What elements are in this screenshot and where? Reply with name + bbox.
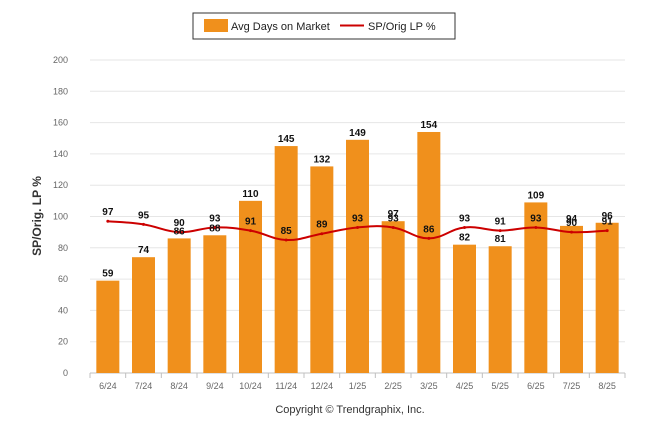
y-tick-label: 60: [58, 274, 68, 284]
line-value-label: 93: [530, 213, 542, 224]
y-tick-label: 200: [53, 55, 68, 65]
y-tick-label: 140: [53, 149, 68, 159]
line-value-label: 97: [102, 207, 114, 218]
bar[interactable]: [381, 221, 405, 373]
data-labels: 59 74 86 88 110 145 132 149 97 154 82 81 109 94 96 97 95…: [102, 120, 613, 280]
line-value-label: 89: [316, 220, 328, 231]
bar[interactable]: [524, 202, 548, 373]
y-tick-label: 20: [58, 337, 68, 347]
bar[interactable]: [274, 146, 298, 373]
line-point[interactable]: [605, 229, 609, 233]
bar-value-label: 96: [602, 211, 614, 222]
line-point[interactable]: [534, 225, 538, 229]
bar[interactable]: [453, 244, 476, 373]
y-tick-label: 180: [53, 86, 68, 96]
line-point[interactable]: [106, 219, 110, 223]
bar[interactable]: [167, 238, 191, 373]
x-tick-label: 5/25: [491, 381, 509, 391]
line-series-sp-orig-lp: [106, 219, 609, 242]
line-value-label: 90: [174, 218, 186, 229]
bar[interactable]: [203, 235, 227, 373]
line-value-label: 91: [495, 217, 507, 228]
line-value-label: 93: [388, 213, 400, 224]
bar[interactable]: [310, 166, 334, 373]
bar-value-label: 94: [566, 214, 578, 225]
x-tick-label: 8/25: [598, 381, 616, 391]
y-tick-label: 0: [63, 368, 68, 378]
line-point[interactable]: [498, 229, 502, 233]
x-tick-label: 9/24: [206, 381, 224, 391]
line-point[interactable]: [284, 238, 288, 242]
line-value-label: 95: [138, 210, 150, 221]
line-point[interactable]: [249, 229, 252, 233]
x-tick-label: 7/25: [563, 381, 581, 391]
x-tick-label: 1/25: [349, 381, 367, 391]
line-point[interactable]: [391, 225, 395, 229]
line-point[interactable]: [570, 230, 573, 234]
legend-bar-swatch[interactable]: [204, 19, 228, 32]
x-tick-label: 6/25: [527, 381, 545, 391]
bar-value-label: 82: [459, 233, 471, 244]
x-tick-label: 4/25: [456, 381, 474, 391]
bar[interactable]: [417, 131, 441, 373]
y-axis-title: SP/Orig. LP %: [30, 176, 44, 256]
bar[interactable]: [346, 139, 369, 373]
line-value-label: 86: [423, 224, 435, 235]
y-tick-label: 120: [53, 180, 68, 190]
legend: Avg Days on Market SP/Orig LP %: [192, 12, 456, 40]
legend-box: [192, 12, 456, 40]
line-value-label: 93: [459, 213, 471, 224]
x-tick-label: 10/24: [239, 381, 262, 391]
bar-value-label: 149: [349, 128, 366, 139]
bar-series-avg-days-on-market: [96, 131, 619, 373]
line-point[interactable]: [356, 225, 359, 229]
x-tick-label: 12/24: [311, 381, 334, 391]
line-point[interactable]: [427, 236, 431, 240]
bar[interactable]: [488, 246, 512, 373]
line-value-label: 93: [209, 213, 221, 224]
legend-label-sp-orig-lp[interactable]: SP/Orig LP %: [368, 21, 436, 33]
line-value-label: 85: [281, 226, 293, 237]
copyright-credit: Copyright © Trendgraphix, Inc.: [275, 404, 424, 416]
bar-value-label: 97: [388, 209, 400, 220]
line-value-label: 93: [352, 213, 364, 224]
bar-value-label: 59: [102, 269, 114, 280]
x-tick-label: 3/25: [420, 381, 438, 391]
bar-value-label: 74: [138, 245, 150, 256]
bar-value-label: 132: [313, 154, 330, 165]
line-point[interactable]: [142, 222, 145, 226]
bar[interactable]: [96, 280, 120, 373]
bar-value-label: 109: [527, 190, 544, 201]
bar-value-label: 145: [278, 134, 295, 145]
legend-label-avg-days-on-market[interactable]: Avg Days on Market: [231, 21, 330, 33]
line-value-label: 91: [245, 217, 257, 228]
y-tick-label: 40: [58, 305, 68, 315]
bar-value-label: 154: [420, 120, 437, 131]
x-tick-label: 6/24: [99, 381, 117, 391]
bar[interactable]: [595, 222, 619, 373]
line-value-label: 91: [602, 217, 614, 228]
bar[interactable]: [132, 257, 155, 373]
bar-value-label: 86: [174, 226, 186, 237]
y-tick-label: 160: [53, 118, 68, 128]
x-tick-label: 8/24: [170, 381, 188, 391]
line-point[interactable]: [213, 225, 217, 229]
bar-value-label: 88: [209, 223, 221, 234]
bar[interactable]: [239, 200, 262, 373]
line-point[interactable]: [177, 230, 181, 234]
line-point[interactable]: [320, 232, 324, 236]
line-point[interactable]: [463, 225, 466, 229]
bar-value-label: 81: [495, 234, 507, 245]
bar[interactable]: [560, 225, 583, 373]
bar-value-label: 110: [242, 189, 259, 200]
x-tick-label: 11/24: [275, 381, 297, 391]
x-tick-label: 7/24: [135, 381, 153, 391]
y-tick-label: 100: [53, 212, 68, 222]
y-tick-label: 80: [58, 243, 68, 253]
x-tick-label: 2/25: [384, 381, 402, 391]
line-value-label: 90: [566, 218, 578, 229]
